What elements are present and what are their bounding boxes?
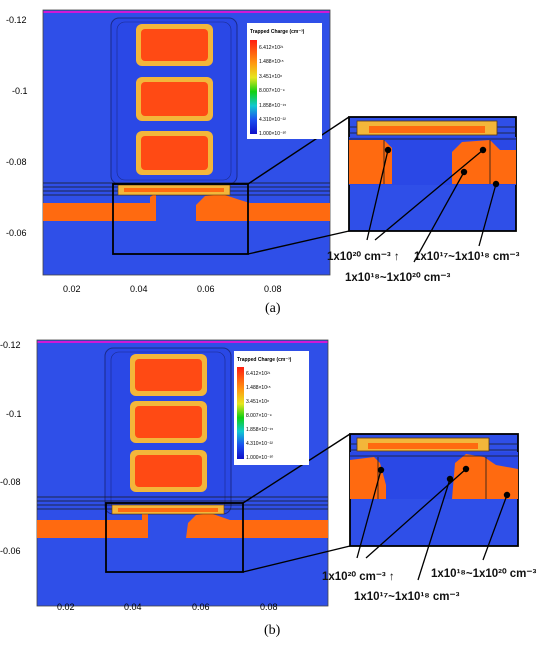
legend-value: 8.007×10⁻⁹ xyxy=(246,413,272,419)
annotation-label: 1x10¹⁸~1x10²⁰ cm⁻³ xyxy=(431,567,536,580)
panel-caption: (b) xyxy=(264,623,281,638)
y-tick-label: -0.08 xyxy=(0,477,21,487)
doped-region xyxy=(43,193,330,221)
legend-title: Trapped Charge (cm⁻³) xyxy=(250,29,305,35)
zoom-box xyxy=(112,183,249,255)
y-tick-label: -0.12 xyxy=(6,15,27,25)
legend-value: 1.000×10⁻³⁰ xyxy=(259,131,286,137)
legend-colorbar xyxy=(237,367,244,459)
annotation-label: 1x10¹⁸~1x10²⁰ cm⁻³ xyxy=(345,271,450,284)
wordline-cell xyxy=(130,401,207,443)
wordline-cell xyxy=(136,24,213,66)
panel-b: Trapped Charge (cm⁻³) 6.412×10²¹ 1.488×1… xyxy=(0,323,550,645)
y-tick-label: -0.1 xyxy=(12,86,28,96)
legend-value: 3.451×10⁸ xyxy=(259,74,282,80)
annotation-label: 1x10¹⁷~1x10¹⁸ cm⁻³ xyxy=(354,591,460,603)
legend-value: 8.007×10⁻⁹ xyxy=(259,88,285,94)
annotation-label: 1x10¹⁷~1x10¹⁸ cm⁻³ xyxy=(414,251,520,263)
legend-value: 1.858×10⁻¹⁵ xyxy=(259,103,286,109)
x-tick-label: 0.08 xyxy=(264,284,282,294)
zoom-inset xyxy=(348,116,517,232)
annotation-label: 1x10²⁰ cm⁻³ ↑ xyxy=(327,250,400,263)
wordline-cell xyxy=(130,450,207,492)
legend-value: 1.000×10⁻³⁰ xyxy=(246,455,273,461)
legend-title: Trapped Charge (cm⁻³) xyxy=(237,357,292,363)
panel-caption: (a) xyxy=(265,301,281,316)
x-tick-label: 0.04 xyxy=(124,602,142,612)
zoom-box xyxy=(105,502,244,573)
zoom-inset xyxy=(349,433,519,547)
legend-colorbar xyxy=(250,40,257,134)
legend-value: 6.412×10²¹ xyxy=(259,45,284,51)
annotation-label: 1x10²⁰ cm⁻³ ↑ xyxy=(322,570,395,583)
y-tick-label: -0.06 xyxy=(6,228,27,238)
x-tick-label: 0.06 xyxy=(197,284,215,294)
wordline-cell xyxy=(136,131,213,175)
y-tick-label: -0.08 xyxy=(6,157,27,167)
legend-value: 1.488×10¹⁵ xyxy=(246,385,271,391)
x-tick-label: 0.06 xyxy=(192,602,210,612)
legend-value: 4.310×10⁻²² xyxy=(259,117,286,123)
x-tick-label: 0.02 xyxy=(57,602,75,612)
y-tick-label: -0.12 xyxy=(0,340,21,350)
legend-value: 6.412×10²¹ xyxy=(246,371,271,377)
legend-value: 4.310×10⁻²² xyxy=(246,441,273,447)
panel-a: Trapped Charge (cm⁻³) 6.412×10²¹ 1.488×1… xyxy=(0,0,550,322)
y-tick-label: -0.06 xyxy=(0,546,21,556)
x-tick-label: 0.08 xyxy=(260,602,278,612)
y-tick-label: -0.1 xyxy=(6,409,22,419)
legend-value: 1.858×10⁻¹⁵ xyxy=(246,427,273,433)
wordline-cell xyxy=(130,354,207,396)
legend-value: 3.451×10⁸ xyxy=(246,399,269,405)
wordline-cell xyxy=(136,77,213,121)
legend-value: 1.488×10¹⁵ xyxy=(259,59,284,65)
doped-region xyxy=(37,510,328,538)
x-tick-label: 0.02 xyxy=(63,284,81,294)
x-tick-label: 0.04 xyxy=(130,284,148,294)
